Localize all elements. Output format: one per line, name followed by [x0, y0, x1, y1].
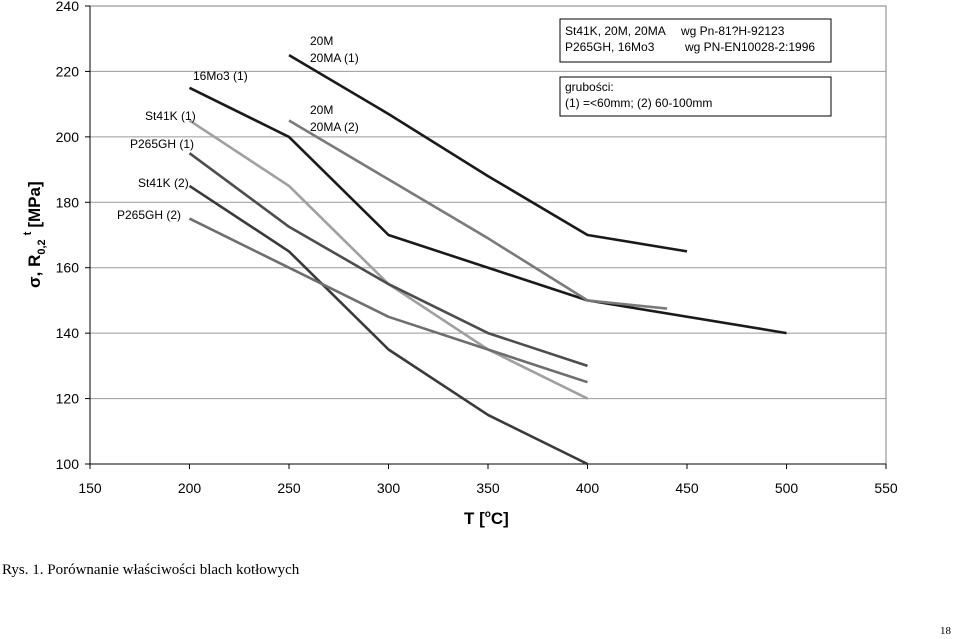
- thickness-note-line2: (1) =<60mm; (2) 60-100mm: [565, 96, 712, 110]
- x-ticks: 150 200 250 300 350 400 450 500 550: [78, 464, 898, 496]
- x-tick-label: 450: [675, 480, 699, 496]
- x-tick-label: 200: [178, 480, 202, 496]
- series-line-3: [188, 119, 589, 400]
- figure-caption: Rys. 1. Porównanie właściwości blach kot…: [2, 562, 300, 578]
- y-axis-title: σ, R0,2t[MPa]: [22, 181, 48, 288]
- x-tick-label: 500: [775, 480, 799, 496]
- x-tick-label: 350: [476, 480, 500, 496]
- standards-note-line2b: wg PN-EN10028-2:1996: [684, 40, 815, 54]
- chart: 100 120 140 160 180 200 220 240 150 200 250 300 350…: [22, 0, 898, 528]
- page-number: 18: [940, 625, 951, 637]
- y-ticks: 100 120 140 160 180 200 220 240: [56, 0, 90, 472]
- label-20ma-2: 20MA (2): [310, 120, 359, 134]
- standards-note-box: St41K, 20M, 20MA wg Pn-81?H-92123 P265GH…: [559, 18, 832, 63]
- label-20m-2: 20M: [310, 103, 333, 117]
- y-tick-label: 140: [56, 325, 80, 341]
- series-line-1: [188, 86, 787, 335]
- standards-note-line1a: St41K, 20M, 20MA: [565, 24, 666, 38]
- thickness-note-line1: grubości:: [565, 80, 614, 94]
- y-tick-label: 160: [56, 260, 80, 276]
- series-lines: [188, 53, 787, 466]
- x-tick-label: 250: [277, 480, 301, 496]
- label-20ma-1: 20MA (1): [310, 51, 359, 65]
- y-tick-label: 180: [56, 194, 80, 210]
- label-p265gh-2: P265GH (2): [117, 208, 181, 222]
- y-tick-label: 100: [56, 456, 80, 472]
- series-line-6: [188, 217, 588, 384]
- x-tick-label: 300: [377, 480, 401, 496]
- thickness-note-box: grubości: (1) =<60mm; (2) 60-100mm: [559, 76, 832, 117]
- series-line-0: [288, 53, 688, 253]
- x-tick-label: 550: [874, 480, 898, 496]
- label-st41k-2: St41K (2): [138, 176, 189, 190]
- label-16mo3-1: 16Mo3 (1): [193, 69, 248, 83]
- standards-note-line2a: P265GH, 16Mo3: [565, 40, 655, 54]
- label-20m-1: 20M: [310, 34, 333, 48]
- series-line-2: [288, 119, 668, 310]
- y-tick-label: 220: [56, 63, 80, 79]
- standards-note-line1b: wg Pn-81?H-92123: [680, 24, 785, 38]
- label-st41k-1: St41K (1): [145, 109, 196, 123]
- label-p265gh-1: P265GH (1): [130, 137, 194, 151]
- y-tick-label: 200: [56, 129, 80, 145]
- series-line-4: [188, 152, 588, 368]
- x-tick-label: 400: [576, 480, 600, 496]
- x-tick-label: 150: [78, 480, 102, 496]
- series-line-5: [188, 184, 589, 466]
- x-axis-title: T [oC]: [464, 509, 509, 528]
- y-tick-label: 240: [56, 0, 80, 14]
- y-tick-label: 120: [56, 391, 80, 407]
